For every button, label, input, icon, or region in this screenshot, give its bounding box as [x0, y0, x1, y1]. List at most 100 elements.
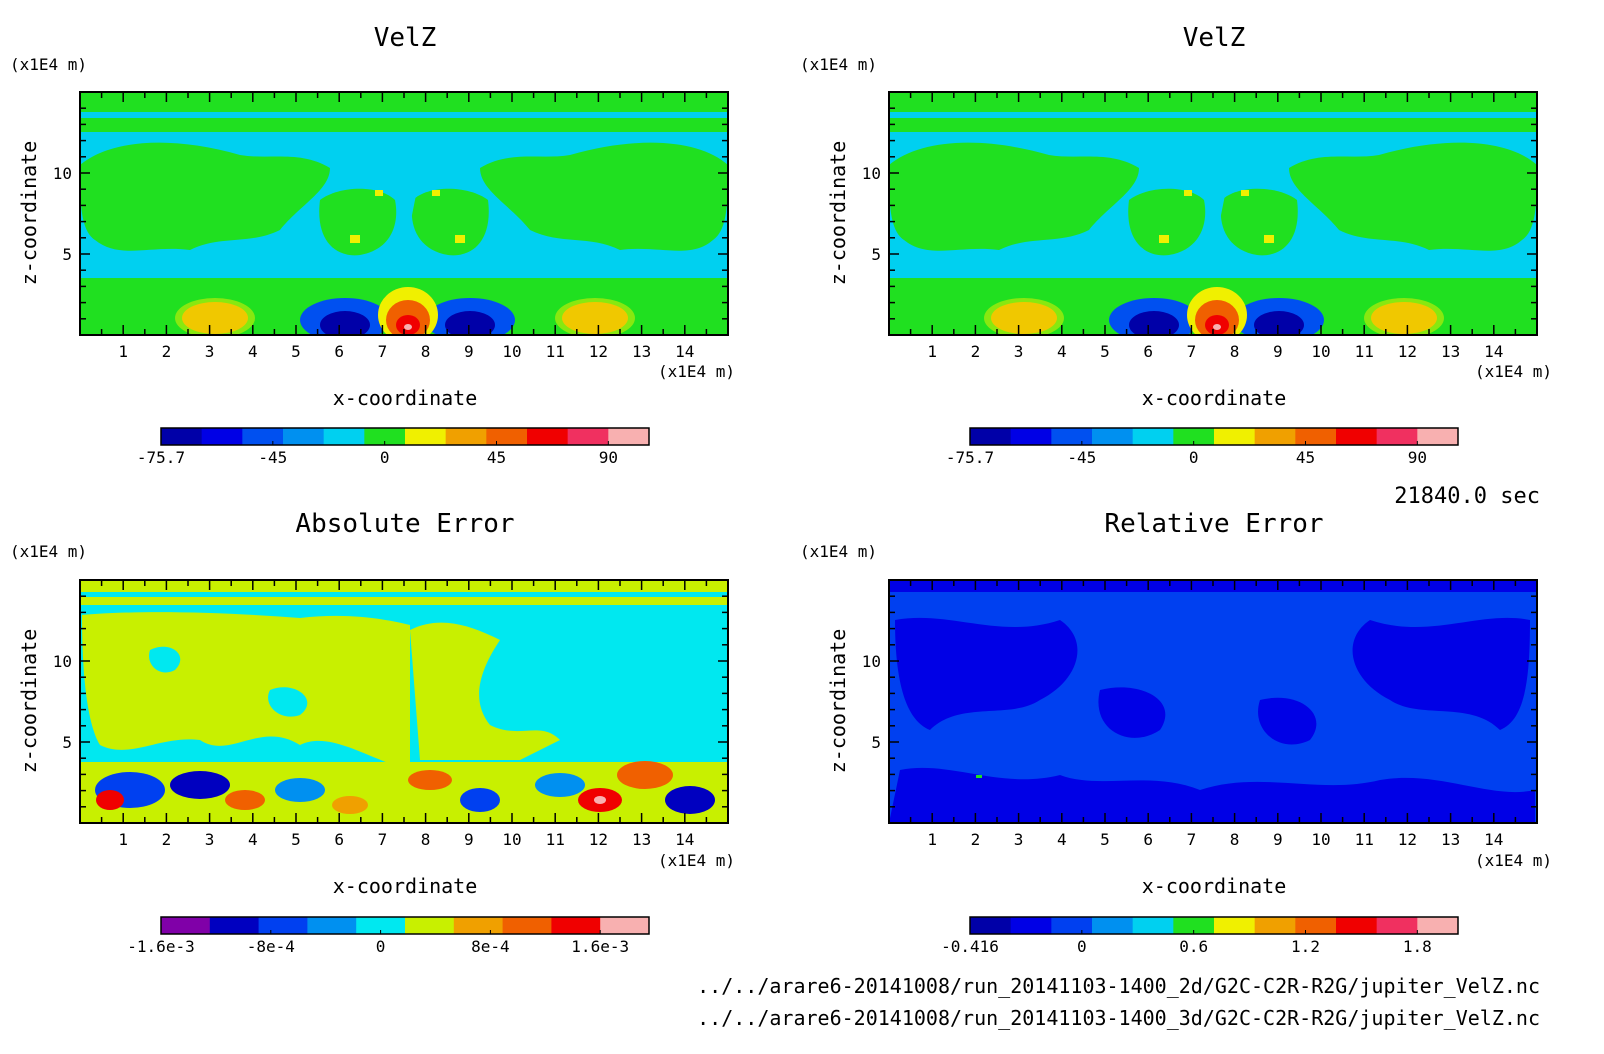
colorbar-swatch [1173, 428, 1215, 445]
x-tick-label: 8 [1230, 342, 1240, 361]
x-tick-label: 6 [334, 830, 344, 849]
x-tick-label: 12 [1398, 830, 1417, 849]
colorbar-tick-label: 1.8 [1403, 937, 1432, 956]
contour-field [889, 92, 1537, 335]
x-tick-label: 8 [421, 830, 431, 849]
x-tick-label: 3 [1014, 830, 1024, 849]
field-green-center-left [1128, 188, 1206, 256]
colorbar-swatch [1214, 428, 1256, 445]
blob-yellow-right [1364, 298, 1444, 335]
err-blob-11 [617, 761, 673, 789]
colorbar-frame [969, 427, 1459, 446]
x-tick-label: 6 [1143, 342, 1153, 361]
field-top-band [80, 92, 728, 112]
x-tick-label: 13 [1441, 342, 1460, 361]
colorbar-tick-label: 0 [1189, 448, 1199, 467]
field-dark-center-2 [1258, 697, 1317, 745]
colorbar-swatch [1092, 428, 1134, 445]
err-blob-12 [665, 786, 715, 814]
x-tick-label: 11 [1355, 342, 1374, 361]
y-tick-label: 10 [53, 164, 72, 183]
colorbar-swatch [307, 917, 357, 934]
field-band-2 [80, 118, 728, 132]
x-tick-label: 12 [589, 830, 608, 849]
x-tick-label: 9 [464, 342, 474, 361]
x-tick-label: 10 [502, 830, 521, 849]
x-tick-label: 2 [971, 342, 981, 361]
blob-darkblue-left [320, 311, 370, 335]
colorbar-swatch [551, 917, 601, 934]
file-path-3d: ../../arare6-20141008/run_20141103-1400_… [697, 1006, 1540, 1030]
y-tick-label: 5 [62, 733, 72, 752]
x-unit-label: (x1E4 m) [658, 851, 735, 870]
y-tick-label: 10 [862, 652, 881, 671]
err-blob-7 [408, 770, 452, 790]
colorbar-swatch [1132, 917, 1174, 934]
colorbar-swatch [1336, 917, 1378, 934]
spot-yellow-1 [1159, 235, 1169, 243]
panel-title: Relative Error [1104, 509, 1323, 539]
x-tick-label: 4 [248, 830, 258, 849]
x-axis-label: x-coordinate [333, 874, 478, 898]
colorbar-swatch [502, 917, 552, 934]
colorbar-swatch [1376, 917, 1418, 934]
x-tick-label: 14 [675, 830, 694, 849]
field-green-region-left [889, 142, 1139, 251]
x-tick-label: 6 [1143, 830, 1153, 849]
x-tick-label: 14 [1484, 830, 1503, 849]
colorbar-frame [160, 427, 650, 446]
colorbar-swatch [1051, 428, 1093, 445]
x-tick-label: 8 [421, 342, 431, 361]
contour-field [80, 580, 728, 823]
y-unit-label: (x1E4 m) [800, 542, 877, 561]
colorbar-swatch [242, 428, 284, 445]
err-blob-6 [332, 796, 368, 814]
colorbar-swatch [600, 917, 650, 934]
colorbar-tick-label: 0 [376, 937, 386, 956]
x-tick-label: 12 [1398, 342, 1417, 361]
colorbar-swatch [1214, 917, 1256, 934]
panel-title: Absolute Error [295, 509, 514, 539]
y-tick-label: 10 [53, 652, 72, 671]
field-dark-right [1352, 617, 1530, 730]
colorbar-swatch [1417, 428, 1459, 445]
x-tick-label: 11 [546, 342, 565, 361]
blob-darkblue-right [445, 311, 495, 335]
err-blob-2 [170, 771, 230, 799]
colorbar-tick-label: 90 [1408, 448, 1427, 467]
err-blob-3 [96, 790, 124, 810]
colorbar-tick-label: 8e-4 [471, 937, 510, 956]
x-tick-label: 4 [1057, 830, 1067, 849]
contour-field [80, 92, 728, 335]
y-tick-label: 5 [62, 245, 72, 264]
colorbar-swatch [1132, 428, 1174, 445]
err-blob-5 [275, 778, 325, 802]
x-tick-label: 3 [205, 342, 215, 361]
x-tick-label: 9 [1273, 342, 1283, 361]
x-tick-label: 3 [1014, 342, 1024, 361]
time-label: 21840.0 sec [1394, 484, 1540, 509]
colorbar-swatch [453, 917, 504, 934]
field-green-region-right [1289, 142, 1537, 251]
x-tick-label: 5 [291, 342, 301, 361]
y-axis-label: z-coordinate [826, 629, 850, 774]
colorbar-tick-label: -8e-4 [247, 937, 295, 956]
x-tick-label: 10 [1311, 342, 1330, 361]
colorbar-swatch [1295, 428, 1337, 445]
colorbar-tick-label: 1.6e-3 [571, 937, 629, 956]
field-cyan-hole-1 [149, 646, 181, 673]
y-tick-label: 5 [871, 245, 881, 264]
colorbar-swatch [209, 917, 260, 934]
colorbar-swatch [970, 428, 1012, 445]
colorbar-swatch [1417, 917, 1459, 934]
field-yellowgreen-right [410, 622, 560, 760]
x-tick-label: 11 [546, 830, 565, 849]
x-tick-label: 14 [1484, 342, 1503, 361]
colorbar-swatch [1254, 428, 1296, 445]
colorbar-frame [969, 916, 1459, 935]
colorbar-swatch [405, 428, 447, 445]
x-unit-label: (x1E4 m) [658, 362, 735, 381]
